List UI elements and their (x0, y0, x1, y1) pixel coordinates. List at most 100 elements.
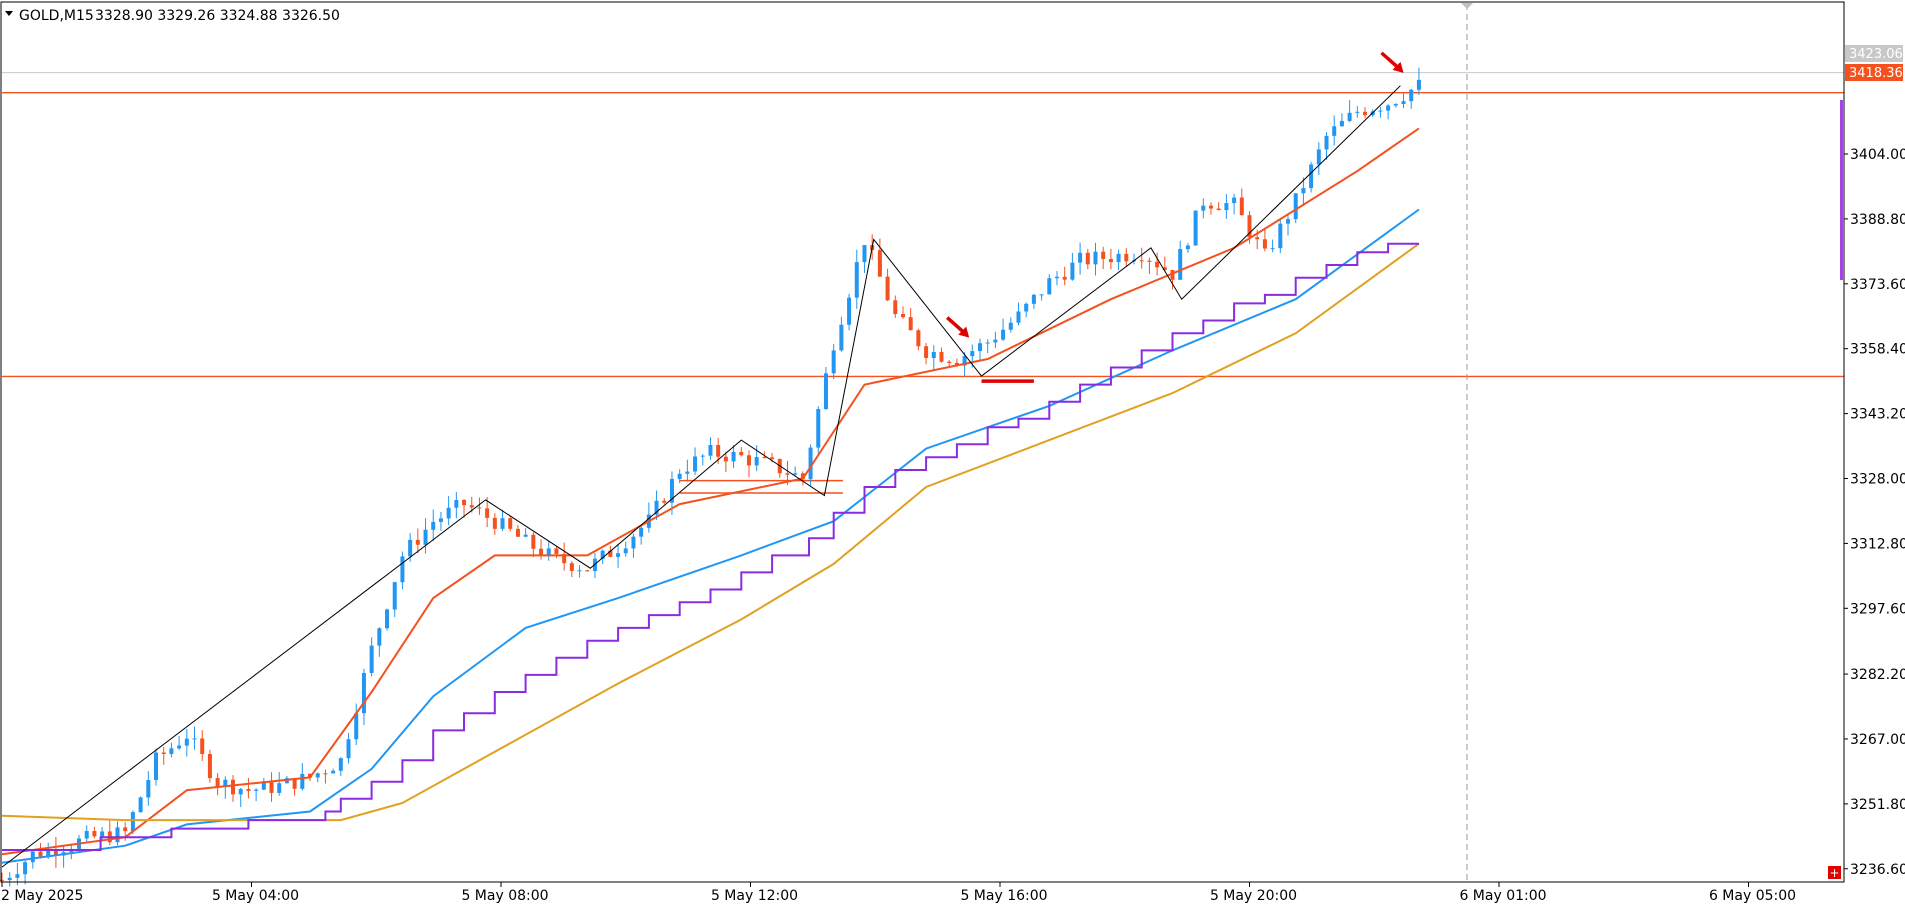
candle-body (369, 645, 374, 673)
candle-body (123, 827, 128, 832)
candle-body (654, 500, 659, 515)
candle-body (862, 245, 867, 263)
candle-body (1078, 252, 1083, 263)
candle-body (438, 518, 443, 522)
zone-lines (2, 72, 1844, 494)
candle-body (0, 879, 4, 881)
candle-body (1247, 215, 1252, 238)
candle-body (477, 507, 482, 509)
candle-body (1386, 105, 1391, 111)
candle-body (300, 773, 305, 789)
candle-body (631, 536, 636, 549)
hline-price-tag: 3418.36 (1849, 66, 1903, 81)
candle-body (323, 773, 328, 775)
candle-body (1054, 276, 1059, 279)
candle-body (130, 812, 135, 832)
candle-body (138, 797, 143, 813)
candle-body (877, 250, 882, 277)
candle-body (269, 781, 274, 793)
candle-body (462, 500, 467, 506)
candle-body (739, 451, 744, 456)
candle-body (169, 748, 174, 754)
ema_slow-line (1, 242, 1420, 822)
symbol-menu-icon[interactable] (5, 11, 13, 16)
candle-body (38, 851, 43, 857)
candle-body (315, 773, 320, 778)
candle-body (608, 550, 613, 557)
candle-body (623, 548, 628, 554)
ema_mid-line (1, 208, 1420, 864)
candle-body (677, 473, 682, 479)
candle-body (947, 361, 952, 363)
candle-body (669, 478, 674, 503)
candle-body (46, 848, 51, 857)
candlesticks (0, 67, 1421, 887)
candle-body (800, 473, 805, 480)
candle-body (916, 330, 921, 347)
y-tick-label: 3297.60 (1850, 601, 1905, 617)
symbol-timeframe: GOLD,M15 (19, 8, 94, 24)
candle-body (1085, 252, 1090, 265)
candle-body (1031, 294, 1036, 304)
candle-body (569, 563, 574, 571)
candle-body (962, 356, 967, 366)
candle-body (954, 362, 959, 366)
candle-body (685, 471, 690, 474)
candle-body (53, 848, 58, 856)
candle-body (338, 758, 343, 771)
candle-body (723, 456, 728, 462)
chart-shift-marker[interactable] (1461, 3, 1473, 9)
candle-body (177, 745, 182, 749)
candle-body (207, 753, 212, 779)
candle-body (793, 473, 798, 475)
candle-body (770, 457, 775, 460)
candle-body (23, 862, 28, 875)
candle-body (754, 457, 759, 466)
candle-body (446, 507, 451, 519)
candle-body (1262, 239, 1267, 249)
arrow-icon (1380, 51, 1404, 73)
candle-body (508, 518, 513, 529)
x-tick-label: 5 May 08:00 (461, 888, 548, 904)
candle-body (1363, 111, 1368, 116)
candle-body (531, 534, 536, 549)
candle-body (900, 314, 905, 318)
candle-body (1255, 237, 1260, 240)
candle-body (1147, 260, 1152, 262)
candle-body (839, 324, 844, 351)
candle-body (15, 874, 20, 878)
x-tick-label: 5 May 12:00 (711, 888, 798, 904)
x-tick-label: 6 May 05:00 (1709, 888, 1796, 904)
autoscroll-button[interactable] (1828, 866, 1841, 879)
hline-price-tag-bg (1845, 64, 1903, 81)
ema_fast-line (1, 127, 1420, 856)
candle-body (539, 548, 544, 556)
y-tick-label: 3251.80 (1850, 797, 1905, 813)
y-tick-label: 3343.20 (1850, 407, 1905, 423)
candle-body (254, 789, 259, 791)
candle-body (585, 570, 590, 572)
y-tick-label: 3312.80 (1850, 536, 1905, 552)
candle-body (731, 451, 736, 462)
candle-body (154, 752, 159, 780)
candle-body (1070, 262, 1075, 280)
candle-body (1209, 205, 1214, 209)
candle-body (939, 351, 944, 362)
candle-body (1093, 251, 1098, 265)
y-tick-label: 3358.40 (1850, 342, 1905, 358)
candle-body (431, 521, 436, 530)
candle-body (785, 473, 790, 475)
candle-body (7, 877, 12, 881)
candle-body (223, 779, 228, 787)
candle-body (277, 783, 282, 793)
candle-body (662, 500, 667, 503)
candle-body (115, 827, 120, 843)
candle-body (1116, 253, 1121, 263)
candle-body (600, 550, 605, 559)
candle-body (577, 570, 582, 572)
candle-body (1047, 278, 1052, 295)
candle-body (231, 779, 236, 795)
candle-body (1178, 249, 1183, 280)
candle-body (562, 553, 567, 564)
